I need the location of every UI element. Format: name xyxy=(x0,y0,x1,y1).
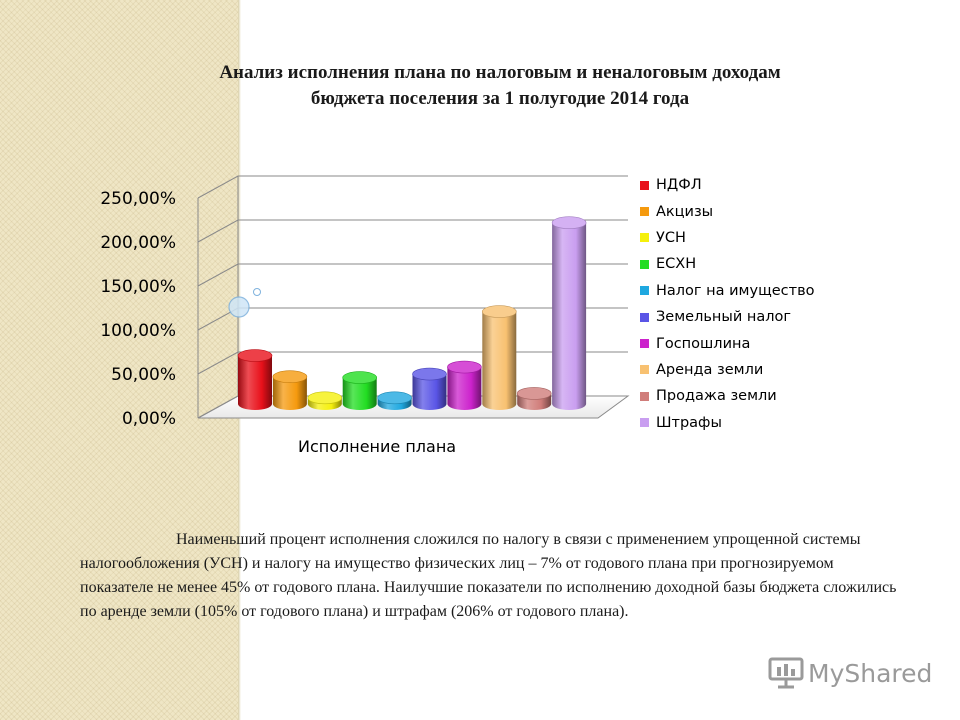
slide-title-line-1: Анализ исполнения плана по налоговым и н… xyxy=(219,62,781,83)
gridline xyxy=(197,219,628,243)
legend-label: Земельный налог xyxy=(656,309,791,326)
legend-label: Аренда земли xyxy=(656,361,764,378)
legend-item: Аренда земли xyxy=(640,357,815,383)
bar-4 xyxy=(342,371,378,410)
legend-label: НДФЛ xyxy=(656,177,702,194)
bar-body xyxy=(482,311,517,410)
legend-swatch xyxy=(640,259,649,269)
bar-top xyxy=(447,360,482,374)
legend-label: Продажа земли xyxy=(656,388,777,405)
bar-6 xyxy=(412,367,447,410)
bar-body xyxy=(447,367,482,410)
legend-item: Продажа земли xyxy=(640,383,815,409)
bar-top xyxy=(377,391,412,405)
legend-swatch xyxy=(640,391,649,401)
body-paragraph-text: Наименьший процент исполнения сложился п… xyxy=(80,531,897,620)
legend-item: Налог на имущество xyxy=(640,278,815,304)
legend-swatch xyxy=(640,207,649,217)
y-tick-label: 0,00% xyxy=(122,409,176,429)
chart-legend: НДФЛ Акцизы УСН ЕСХН Налог на имущество Земел… xyxy=(640,172,815,436)
legend-swatch xyxy=(640,286,649,296)
bar-10 xyxy=(551,216,587,410)
bar-1 xyxy=(237,349,273,410)
decorative-bubble-small xyxy=(253,288,261,296)
bar-top xyxy=(481,305,517,318)
legend-item: УСН xyxy=(640,225,815,251)
legend-swatch xyxy=(640,339,649,349)
legend-label: Акцизы xyxy=(656,203,714,220)
bar-8 xyxy=(481,305,517,410)
body-paragraph: Наименьший процент исполнения сложился п… xyxy=(80,528,910,624)
bar-top xyxy=(342,371,378,384)
presentation-board-icon xyxy=(768,657,804,689)
legend-swatch xyxy=(640,312,649,322)
legend-item: НДФЛ xyxy=(640,172,815,198)
y-tick-label: 50,00% xyxy=(111,365,176,385)
chart-bars xyxy=(237,216,587,410)
legend-item: Земельный налог xyxy=(640,304,815,330)
bar-3 xyxy=(307,391,343,410)
x-axis-label: Исполнение плана xyxy=(298,437,457,456)
bar-top xyxy=(307,391,343,405)
legend-swatch xyxy=(640,418,649,428)
slide-title-line-2: бюджета поселения за 1 полугодие 2014 го… xyxy=(310,88,690,109)
legend-item: ЕСХН xyxy=(640,251,815,277)
y-tick-label: 100,00% xyxy=(100,321,176,341)
bar-5 xyxy=(377,391,412,410)
y-tick-label: 200,00% xyxy=(100,233,176,253)
bar-body xyxy=(238,355,272,410)
legend-label: ЕСХН xyxy=(656,256,697,273)
bar-9 xyxy=(516,387,552,410)
legend-label: УСН xyxy=(656,229,686,246)
bar-top xyxy=(412,367,447,381)
legend-swatch xyxy=(640,233,649,243)
brand-text: MyShared xyxy=(808,658,933,688)
bar-body xyxy=(272,376,307,410)
y-axis-tick-labels: 0,00% 50,00% 100,00% 150,00% 200,00% 250,00% xyxy=(100,189,176,429)
legend-item: Штрафы xyxy=(640,410,815,436)
bar-top xyxy=(551,216,587,230)
bar-2 xyxy=(272,370,308,410)
decorative-bubbles xyxy=(228,288,261,318)
legend-label: Госпошлина xyxy=(656,335,751,352)
legend-item: Госпошлина xyxy=(640,330,815,356)
bar-top xyxy=(516,387,552,400)
gridline xyxy=(197,175,628,199)
legend-label: Штрафы xyxy=(656,414,722,431)
legend-item: Акцизы xyxy=(640,198,815,224)
bar-body xyxy=(412,374,447,410)
bar-top xyxy=(272,370,308,384)
y-tick-label: 150,00% xyxy=(100,277,176,297)
brand-logo: MyShared xyxy=(768,656,932,690)
decorative-bubble-large xyxy=(228,296,250,318)
bar-body xyxy=(342,377,377,410)
gridline xyxy=(197,263,628,287)
bar-body xyxy=(552,222,587,410)
bar-top xyxy=(237,349,273,362)
legend-swatch xyxy=(640,365,649,375)
legend-swatch xyxy=(640,180,649,190)
slide-title: Анализ исполнения плана по налоговым и н… xyxy=(120,60,880,112)
legend-label: Налог на имущество xyxy=(656,282,815,299)
bar-7 xyxy=(447,360,482,410)
y-tick-label: 250,00% xyxy=(100,189,176,209)
